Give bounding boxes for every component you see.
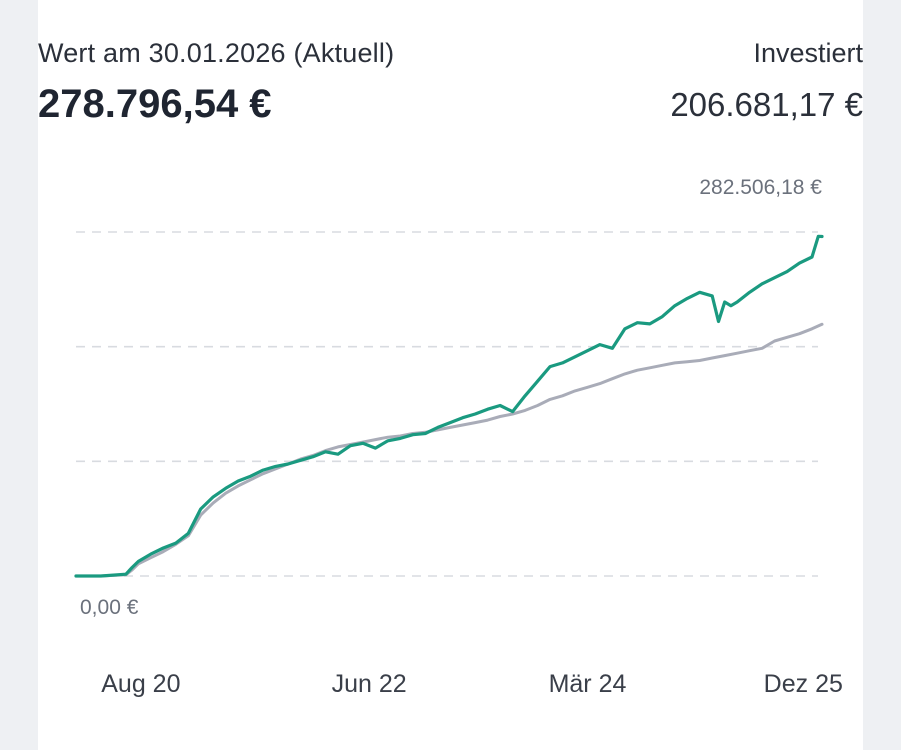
current-value-label: Wert am 30.01.2026 (Aktuell) [38, 38, 395, 68]
x-tick-label-0: Aug 20 [101, 670, 180, 698]
portfolio-line [74, 234, 824, 578]
x-axis-ticks: Aug 20 Jun 22 Mär 24 Dez 25 [101, 670, 843, 698]
invested-amount: 206.681,17 € [670, 86, 863, 123]
invested-label: Investiert [753, 38, 863, 68]
y-max-tick-label: 282.506,18 € [699, 176, 822, 199]
y-min-tick-label: 0,00 € [80, 596, 139, 619]
x-tick-label-2: Mär 24 [549, 670, 627, 698]
x-tick-label-3: Dez 25 [764, 670, 843, 698]
series-lines [74, 234, 824, 578]
x-tick-label-1: Jun 22 [332, 670, 407, 698]
portfolio-card [38, 0, 863, 750]
current-value-amount: 278.796,54 € [38, 82, 272, 126]
invested-line [74, 322, 824, 578]
gridlines [76, 231, 818, 577]
